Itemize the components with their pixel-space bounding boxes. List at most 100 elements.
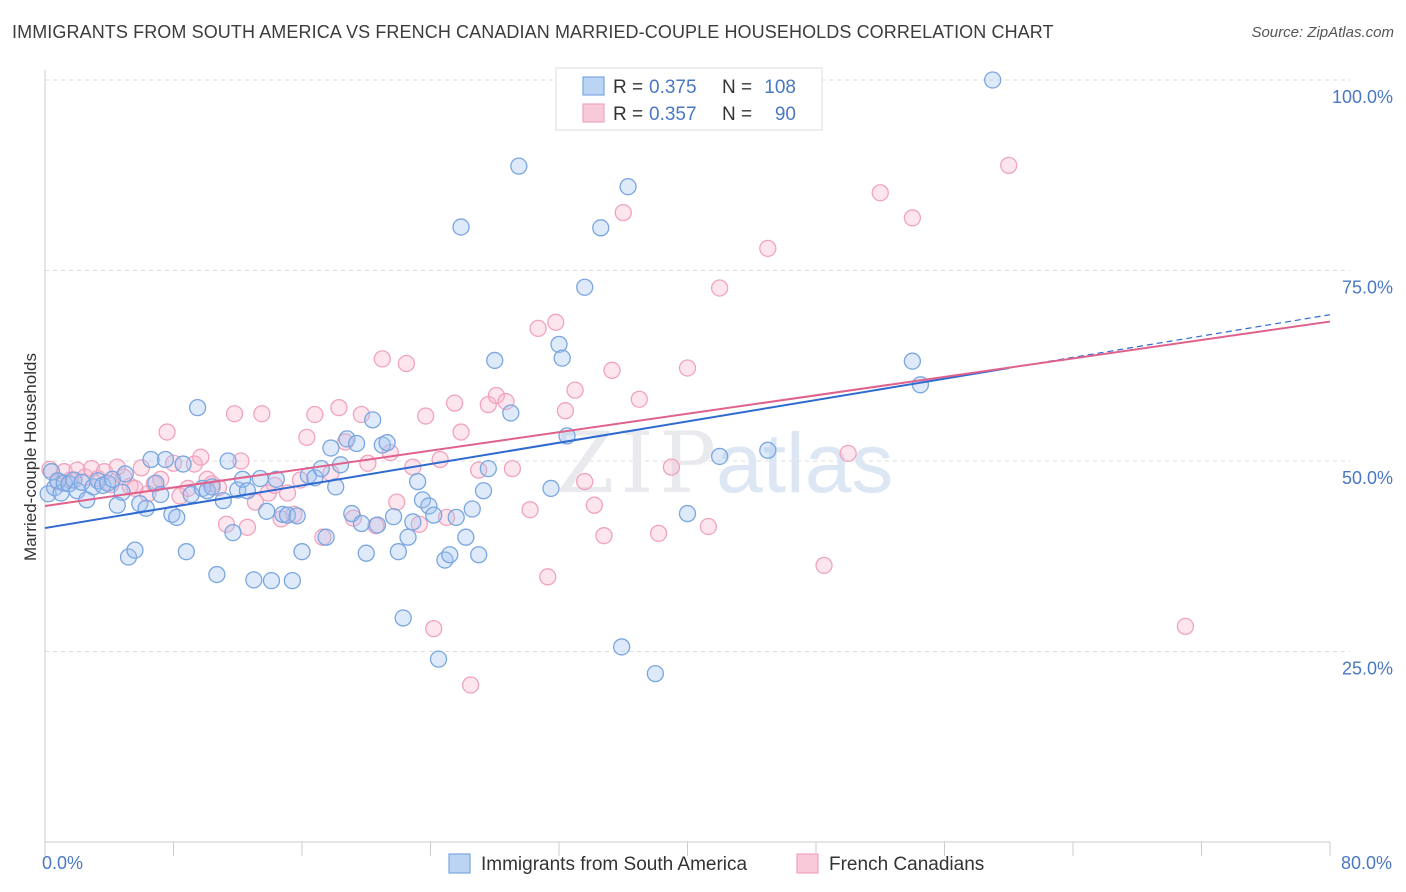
x-tick-label-min: 0.0% bbox=[42, 853, 83, 873]
point-blue-87 bbox=[479, 459, 497, 478]
point-blue-62 bbox=[347, 434, 366, 453]
bottom-legend-swatch-pink bbox=[796, 853, 819, 874]
point-pink-79 bbox=[649, 524, 668, 543]
legend-swatch-pink bbox=[582, 103, 605, 123]
point-pink-78 bbox=[630, 390, 648, 408]
point-pink-60 bbox=[452, 423, 470, 441]
point-pink-68 bbox=[529, 319, 547, 338]
series-immigrants-south-america bbox=[39, 71, 1002, 683]
point-blue-51 bbox=[288, 507, 306, 525]
point-blue-85 bbox=[470, 546, 488, 564]
point-pink-40 bbox=[306, 405, 324, 424]
point-blue-89 bbox=[502, 404, 520, 422]
point-blue-15 bbox=[103, 470, 122, 488]
y-tick-label-100: 100.0% bbox=[1332, 87, 1393, 107]
y-tick-label-25: 25.0% bbox=[1342, 659, 1393, 679]
point-blue-28 bbox=[168, 508, 186, 527]
point-blue-80 bbox=[441, 546, 459, 564]
point-blue-90 bbox=[510, 157, 528, 175]
legend-r-label-pink: R = bbox=[613, 104, 643, 125]
point-blue-37 bbox=[214, 491, 232, 510]
point-blue-56 bbox=[317, 528, 335, 546]
point-pink-70 bbox=[547, 313, 565, 331]
point-blue-83 bbox=[457, 528, 475, 546]
point-blue-92 bbox=[550, 335, 568, 354]
trend-line-pink bbox=[44, 320, 1331, 507]
legend-n-value-pink: 90 bbox=[775, 104, 796, 125]
point-blue-20 bbox=[126, 541, 144, 559]
point-pink-72 bbox=[566, 381, 584, 399]
legend-n-value-blue: 108 bbox=[764, 77, 796, 98]
point-blue-105 bbox=[984, 71, 1002, 89]
point-blue-29 bbox=[174, 455, 192, 473]
bottom-legend-swatch-blue bbox=[448, 853, 471, 874]
point-blue-43 bbox=[245, 571, 263, 589]
point-pink-67 bbox=[521, 501, 539, 519]
point-blue-100 bbox=[678, 504, 697, 523]
point-pink-30 bbox=[238, 518, 257, 536]
point-blue-101 bbox=[710, 447, 729, 466]
point-blue-22 bbox=[137, 499, 155, 517]
point-pink-52 bbox=[397, 354, 416, 373]
point-blue-48 bbox=[274, 505, 292, 523]
bottom-legend-label-blue: Immigrants from South America bbox=[481, 854, 748, 875]
point-blue-55 bbox=[312, 459, 330, 478]
point-blue-99 bbox=[646, 664, 665, 683]
stats-legend: R = 0.375 N = 108 R = 0.357 N = 90 bbox=[555, 67, 823, 131]
point-pink-59 bbox=[445, 394, 464, 412]
point-pink-73 bbox=[576, 472, 594, 491]
point-blue-39 bbox=[224, 523, 242, 542]
point-pink-88 bbox=[903, 209, 922, 227]
point-pink-51 bbox=[388, 493, 406, 511]
point-blue-68 bbox=[378, 434, 396, 452]
source-credit: Source: ZipAtlas.com bbox=[1251, 24, 1394, 41]
point-blue-71 bbox=[394, 609, 412, 627]
point-blue-91 bbox=[542, 479, 560, 498]
watermark-atlas: atlas bbox=[716, 416, 893, 510]
point-pink-43 bbox=[330, 399, 348, 417]
legend-swatch-blue bbox=[582, 76, 605, 96]
point-blue-5 bbox=[55, 474, 73, 492]
point-blue-19 bbox=[119, 548, 138, 566]
point-blue-86 bbox=[474, 482, 493, 500]
point-pink-82 bbox=[699, 517, 718, 536]
trend-lines bbox=[44, 314, 1331, 530]
series-legend: Immigrants from South America French Can… bbox=[448, 853, 984, 875]
point-blue-57 bbox=[322, 439, 340, 457]
point-pink-69 bbox=[539, 568, 557, 586]
point-pink-84 bbox=[759, 239, 777, 258]
point-pink-49 bbox=[373, 350, 391, 368]
point-blue-30 bbox=[177, 543, 196, 561]
point-pink-83 bbox=[710, 279, 729, 297]
point-pink-89 bbox=[1000, 156, 1018, 174]
point-blue-73 bbox=[404, 513, 422, 531]
point-blue-88 bbox=[486, 351, 504, 370]
point-blue-74 bbox=[408, 472, 427, 491]
point-pink-23 bbox=[192, 448, 210, 466]
point-blue-44 bbox=[251, 469, 269, 488]
point-blue-69 bbox=[384, 507, 403, 526]
legend-n-label-blue: N = bbox=[722, 77, 752, 98]
point-blue-84 bbox=[463, 500, 481, 518]
point-blue-96 bbox=[592, 219, 610, 237]
point-blue-70 bbox=[389, 543, 408, 561]
legend-n-label-pink: N = bbox=[722, 104, 752, 125]
point-blue-93 bbox=[553, 349, 571, 367]
point-blue-46 bbox=[262, 571, 281, 590]
point-pink-56 bbox=[425, 619, 443, 638]
axes bbox=[44, 70, 1331, 856]
point-blue-65 bbox=[364, 411, 382, 429]
point-pink-55 bbox=[417, 407, 435, 425]
point-blue-17 bbox=[113, 483, 131, 501]
point-pink-29 bbox=[232, 452, 250, 470]
point-blue-76 bbox=[420, 497, 438, 515]
point-pink-39 bbox=[298, 428, 316, 447]
y-tick-labels: 25.0% 50.0% 75.0% 100.0% bbox=[1332, 87, 1393, 679]
point-blue-98 bbox=[619, 178, 637, 196]
point-blue-97 bbox=[612, 638, 631, 656]
point-blue-75 bbox=[413, 491, 432, 509]
point-pink-75 bbox=[595, 527, 613, 545]
point-blue-95 bbox=[576, 278, 594, 296]
y-tick-label-75: 75.0% bbox=[1342, 278, 1393, 298]
